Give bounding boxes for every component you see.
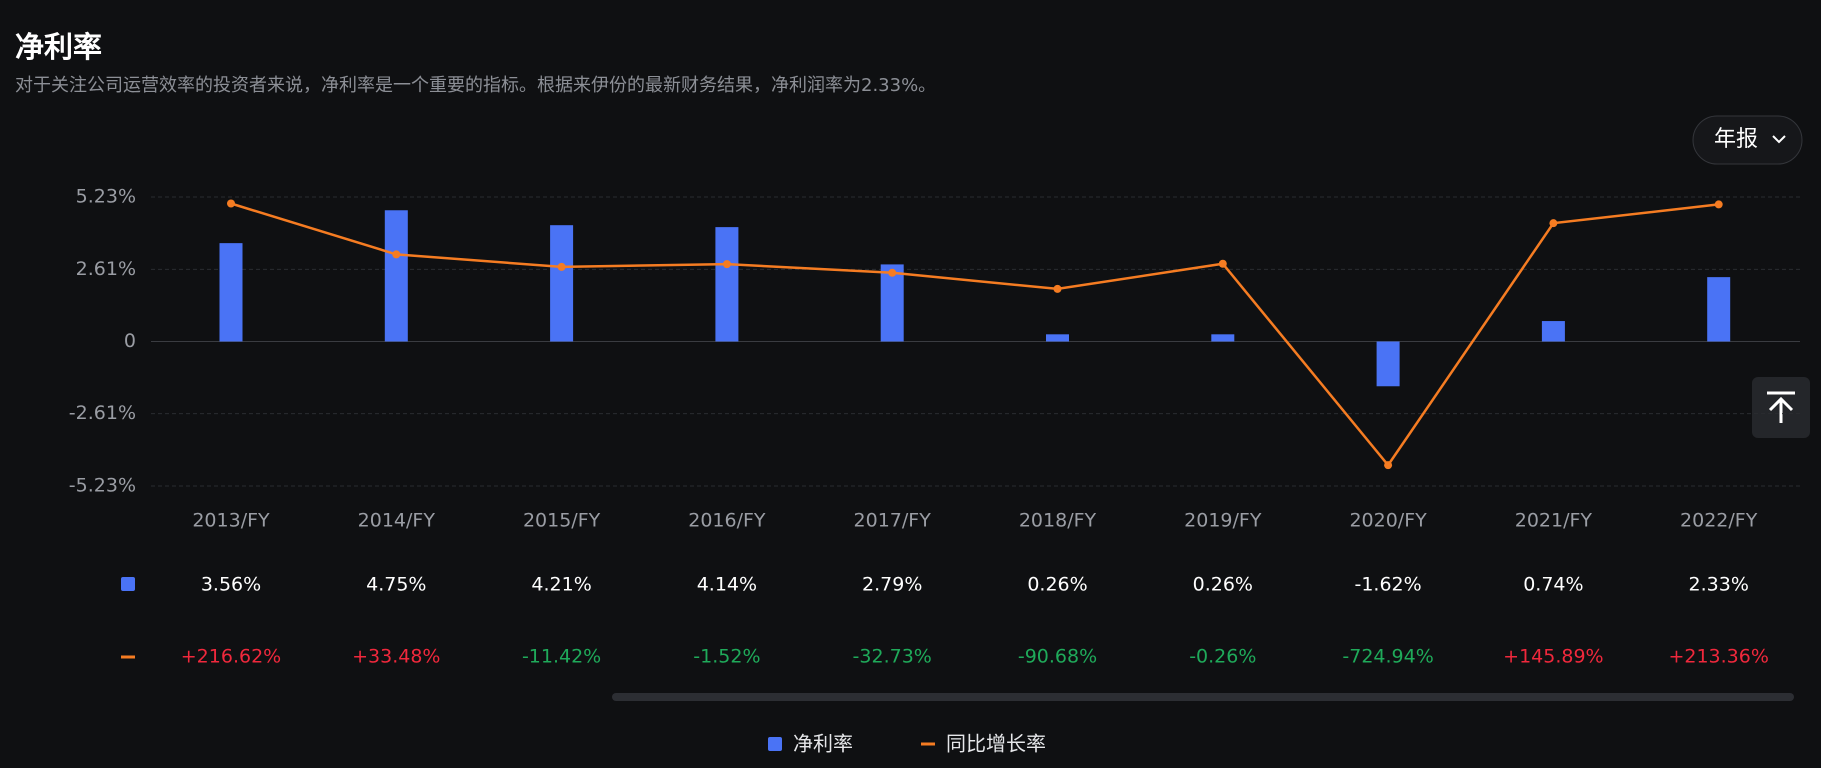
value-label: 4.75% bbox=[366, 574, 426, 596]
period-button-label[interactable]: 年报 bbox=[1714, 127, 1758, 152]
legend-label: 净利率 bbox=[793, 732, 853, 756]
value-label: 2.33% bbox=[1689, 574, 1749, 596]
legend-swatch bbox=[768, 737, 782, 751]
value-label: 0.74% bbox=[1523, 574, 1583, 596]
chart-title: 净利率 bbox=[15, 30, 102, 64]
value-label: 3.56% bbox=[201, 574, 261, 596]
bar bbox=[384, 210, 408, 342]
scroll-top-icon[interactable] bbox=[1767, 391, 1795, 423]
x-tick-label: 2015/FY bbox=[523, 510, 601, 532]
point bbox=[1218, 259, 1227, 268]
point bbox=[1549, 219, 1558, 228]
x-tick-label: 2019/FY bbox=[1184, 510, 1262, 532]
point bbox=[227, 199, 235, 208]
value-label: -724.94% bbox=[1342, 646, 1433, 668]
point bbox=[1053, 284, 1062, 293]
x-tick-label: 2021/FY bbox=[1515, 510, 1593, 532]
value-label: 0.26% bbox=[1027, 574, 1087, 596]
chevron[interactable] bbox=[1772, 135, 1786, 144]
legend-label: 同比增长率 bbox=[946, 732, 1046, 756]
x-tick-label: 2017/FY bbox=[854, 510, 932, 532]
value-label: -0.26% bbox=[1189, 646, 1256, 668]
point bbox=[392, 250, 401, 259]
bar bbox=[1707, 277, 1731, 342]
value-label: -90.68% bbox=[1018, 646, 1097, 668]
value-label: +145.89% bbox=[1503, 646, 1603, 668]
bar bbox=[715, 227, 739, 342]
x-tick-label: 2013/FY bbox=[192, 510, 270, 532]
chart-subtitle: 对于关注公司运营效率的投资者来说，净利率是一个重要的指标。根据来伊份的最新财务结… bbox=[15, 75, 936, 96]
value-label: -11.42% bbox=[522, 646, 601, 668]
value-label: +33.48% bbox=[352, 646, 440, 668]
period-button-bg[interactable] bbox=[1692, 115, 1803, 165]
y-tick-label: 0 bbox=[124, 330, 136, 352]
value-label: 0.26% bbox=[1193, 574, 1253, 596]
bar bbox=[550, 225, 574, 342]
value-label: -1.52% bbox=[693, 646, 760, 668]
x-tick-label: 2018/FY bbox=[1019, 510, 1097, 532]
value-label: 4.14% bbox=[697, 574, 757, 596]
x-tick-label: 2020/FY bbox=[1349, 510, 1427, 532]
point bbox=[557, 262, 566, 271]
value-label: 4.21% bbox=[531, 574, 591, 596]
point bbox=[1714, 200, 1723, 209]
value-label: -32.73% bbox=[853, 646, 932, 668]
scroll-top-button[interactable] bbox=[1752, 377, 1810, 438]
y-tick-label: -5.23% bbox=[69, 475, 136, 497]
y-tick-label: 2.61% bbox=[76, 258, 136, 280]
y-tick-label: 5.23% bbox=[76, 186, 136, 208]
bar bbox=[219, 243, 243, 342]
bar bbox=[1541, 321, 1565, 342]
bar bbox=[1046, 334, 1069, 342]
x-tick-label: 2022/FY bbox=[1680, 510, 1758, 532]
line bbox=[230, 202, 1719, 468]
value-label: 2.79% bbox=[862, 574, 922, 596]
row-legend-icon bbox=[121, 577, 135, 591]
bar bbox=[1211, 334, 1235, 342]
y-tick-label: -2.61% bbox=[69, 402, 136, 424]
bar bbox=[1376, 341, 1400, 387]
value-label: +213.36% bbox=[1668, 646, 1768, 668]
point bbox=[1384, 461, 1393, 470]
x-tick-label: 2014/FY bbox=[358, 510, 436, 532]
scrollbar[interactable] bbox=[612, 693, 1794, 701]
value-label: -1.62% bbox=[1354, 574, 1421, 596]
point bbox=[888, 268, 897, 277]
x-tick-label: 2016/FY bbox=[688, 510, 766, 532]
value-label: +216.62% bbox=[181, 646, 281, 668]
period-button[interactable]: 年报 bbox=[1692, 115, 1803, 165]
point bbox=[722, 260, 731, 269]
bar bbox=[880, 264, 904, 342]
